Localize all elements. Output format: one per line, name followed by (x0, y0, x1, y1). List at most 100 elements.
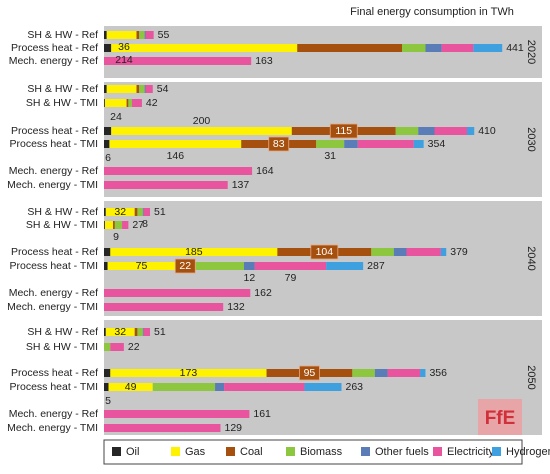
bar-segment (143, 328, 151, 336)
bar-segment (104, 248, 111, 256)
total-label: 51 (154, 326, 166, 338)
bar-segment (473, 44, 503, 52)
bar-segment (104, 221, 114, 229)
bar-segment (406, 248, 441, 256)
value-label-box (268, 136, 290, 152)
bar-segment (105, 208, 135, 216)
bar-segment (136, 85, 140, 93)
bar-segment (254, 262, 327, 270)
row-label: Mech. energy - Ref (9, 408, 98, 420)
row-label: Process heat - Ref (11, 246, 98, 258)
row-label: SH & HW - Ref (27, 326, 98, 338)
chart-title: Final energy consumption in TWh (350, 6, 514, 18)
logo-text: FfE (485, 408, 516, 429)
row-label: Process heat - Ref (11, 42, 98, 54)
chart-legend: Oil Gas Coal Biomass Other fuels Electricity H… (103, 439, 550, 465)
bar-segment (104, 140, 110, 148)
ffe-logo: FfE (478, 399, 522, 435)
bar-segment (109, 140, 242, 148)
bar-segment (104, 383, 109, 391)
bar-segment (441, 44, 474, 52)
bar-segment (131, 99, 142, 107)
total-label: 354 (428, 138, 446, 150)
year-strip (522, 82, 542, 197)
row-label: Mech. energy - Ref (9, 55, 98, 67)
total-label: 22 (128, 341, 140, 353)
bar-segment (110, 369, 267, 377)
bar-segment (137, 208, 143, 216)
segment-value-label: 24 (110, 111, 122, 123)
year-strip (522, 26, 542, 78)
total-label: 161 (253, 408, 271, 420)
bar-segment (108, 383, 153, 391)
bar-segment (420, 369, 426, 377)
legend-entry-label: Electricity (447, 446, 495, 458)
bar-segment (113, 221, 115, 229)
segment-value-label: 9 (113, 231, 119, 243)
bar-segment (104, 289, 251, 297)
segment-value-label: 200 (193, 115, 211, 127)
bar-segment (195, 262, 244, 270)
bar-segment (152, 383, 216, 391)
total-label: 42 (146, 97, 158, 109)
value-label-box (329, 123, 358, 139)
bar-segment (104, 99, 105, 107)
bar-segment (104, 303, 224, 311)
bar-segment (352, 369, 375, 377)
legend-entry-label: Other fuels (375, 446, 429, 458)
bar-segment (413, 140, 424, 148)
bar-segment (104, 44, 112, 52)
bar-segment (126, 99, 129, 107)
bar-segment (440, 248, 447, 256)
bar-segment (371, 248, 394, 256)
bar-segment (297, 44, 402, 52)
total-label: 163 (255, 55, 273, 67)
bar-segment (104, 262, 108, 270)
total-label: 410 (478, 125, 496, 137)
bar-segment (326, 262, 364, 270)
total-label: 162 (254, 287, 272, 299)
legend-entry-label: Biomass (300, 446, 343, 458)
bar-segment (104, 424, 221, 432)
total-label: 129 (224, 422, 242, 434)
row-label: Mech. energy - TMI (7, 422, 98, 434)
bar-segment (104, 167, 253, 175)
bar-segment (104, 127, 112, 135)
logo-background (478, 399, 522, 435)
row-label: Mech. energy - Ref (9, 287, 98, 299)
bar-segment (144, 31, 146, 39)
total-label: 356 (429, 367, 447, 379)
year-label: 2050 (525, 365, 537, 389)
segment-value-label: 32 (114, 206, 126, 218)
bar-segment (143, 208, 151, 216)
bar-segment (104, 410, 250, 418)
bar-segment (425, 44, 442, 52)
bar-segment (104, 328, 106, 336)
bar-segment (374, 369, 388, 377)
bar-segment (105, 328, 135, 336)
bar-segment (104, 343, 111, 351)
bar-segment (145, 85, 153, 93)
row-label: Process heat - TMI (9, 138, 98, 150)
row-label: SH & HW - Ref (27, 83, 98, 95)
legend-entry-label: Coal (240, 446, 263, 458)
bar-segment (104, 85, 107, 93)
segment-value-label: 79 (285, 272, 297, 284)
total-label: 51 (154, 206, 166, 218)
segment-value-label: 115 (335, 125, 352, 137)
bar-segment (344, 140, 358, 148)
bar-segment (104, 221, 105, 229)
row-label: SH & HW - TMI (26, 97, 98, 109)
bar-segment (316, 140, 345, 148)
year-strip (522, 320, 542, 435)
row-label: Mech. energy - TMI (7, 179, 98, 191)
segment-value-label: 146 (167, 150, 185, 162)
bar-segment (393, 248, 407, 256)
value-label-box (310, 244, 339, 260)
bar-segment (104, 57, 252, 65)
bar-segment (387, 369, 421, 377)
bar-segment (110, 248, 278, 256)
bar-segment (224, 383, 305, 391)
